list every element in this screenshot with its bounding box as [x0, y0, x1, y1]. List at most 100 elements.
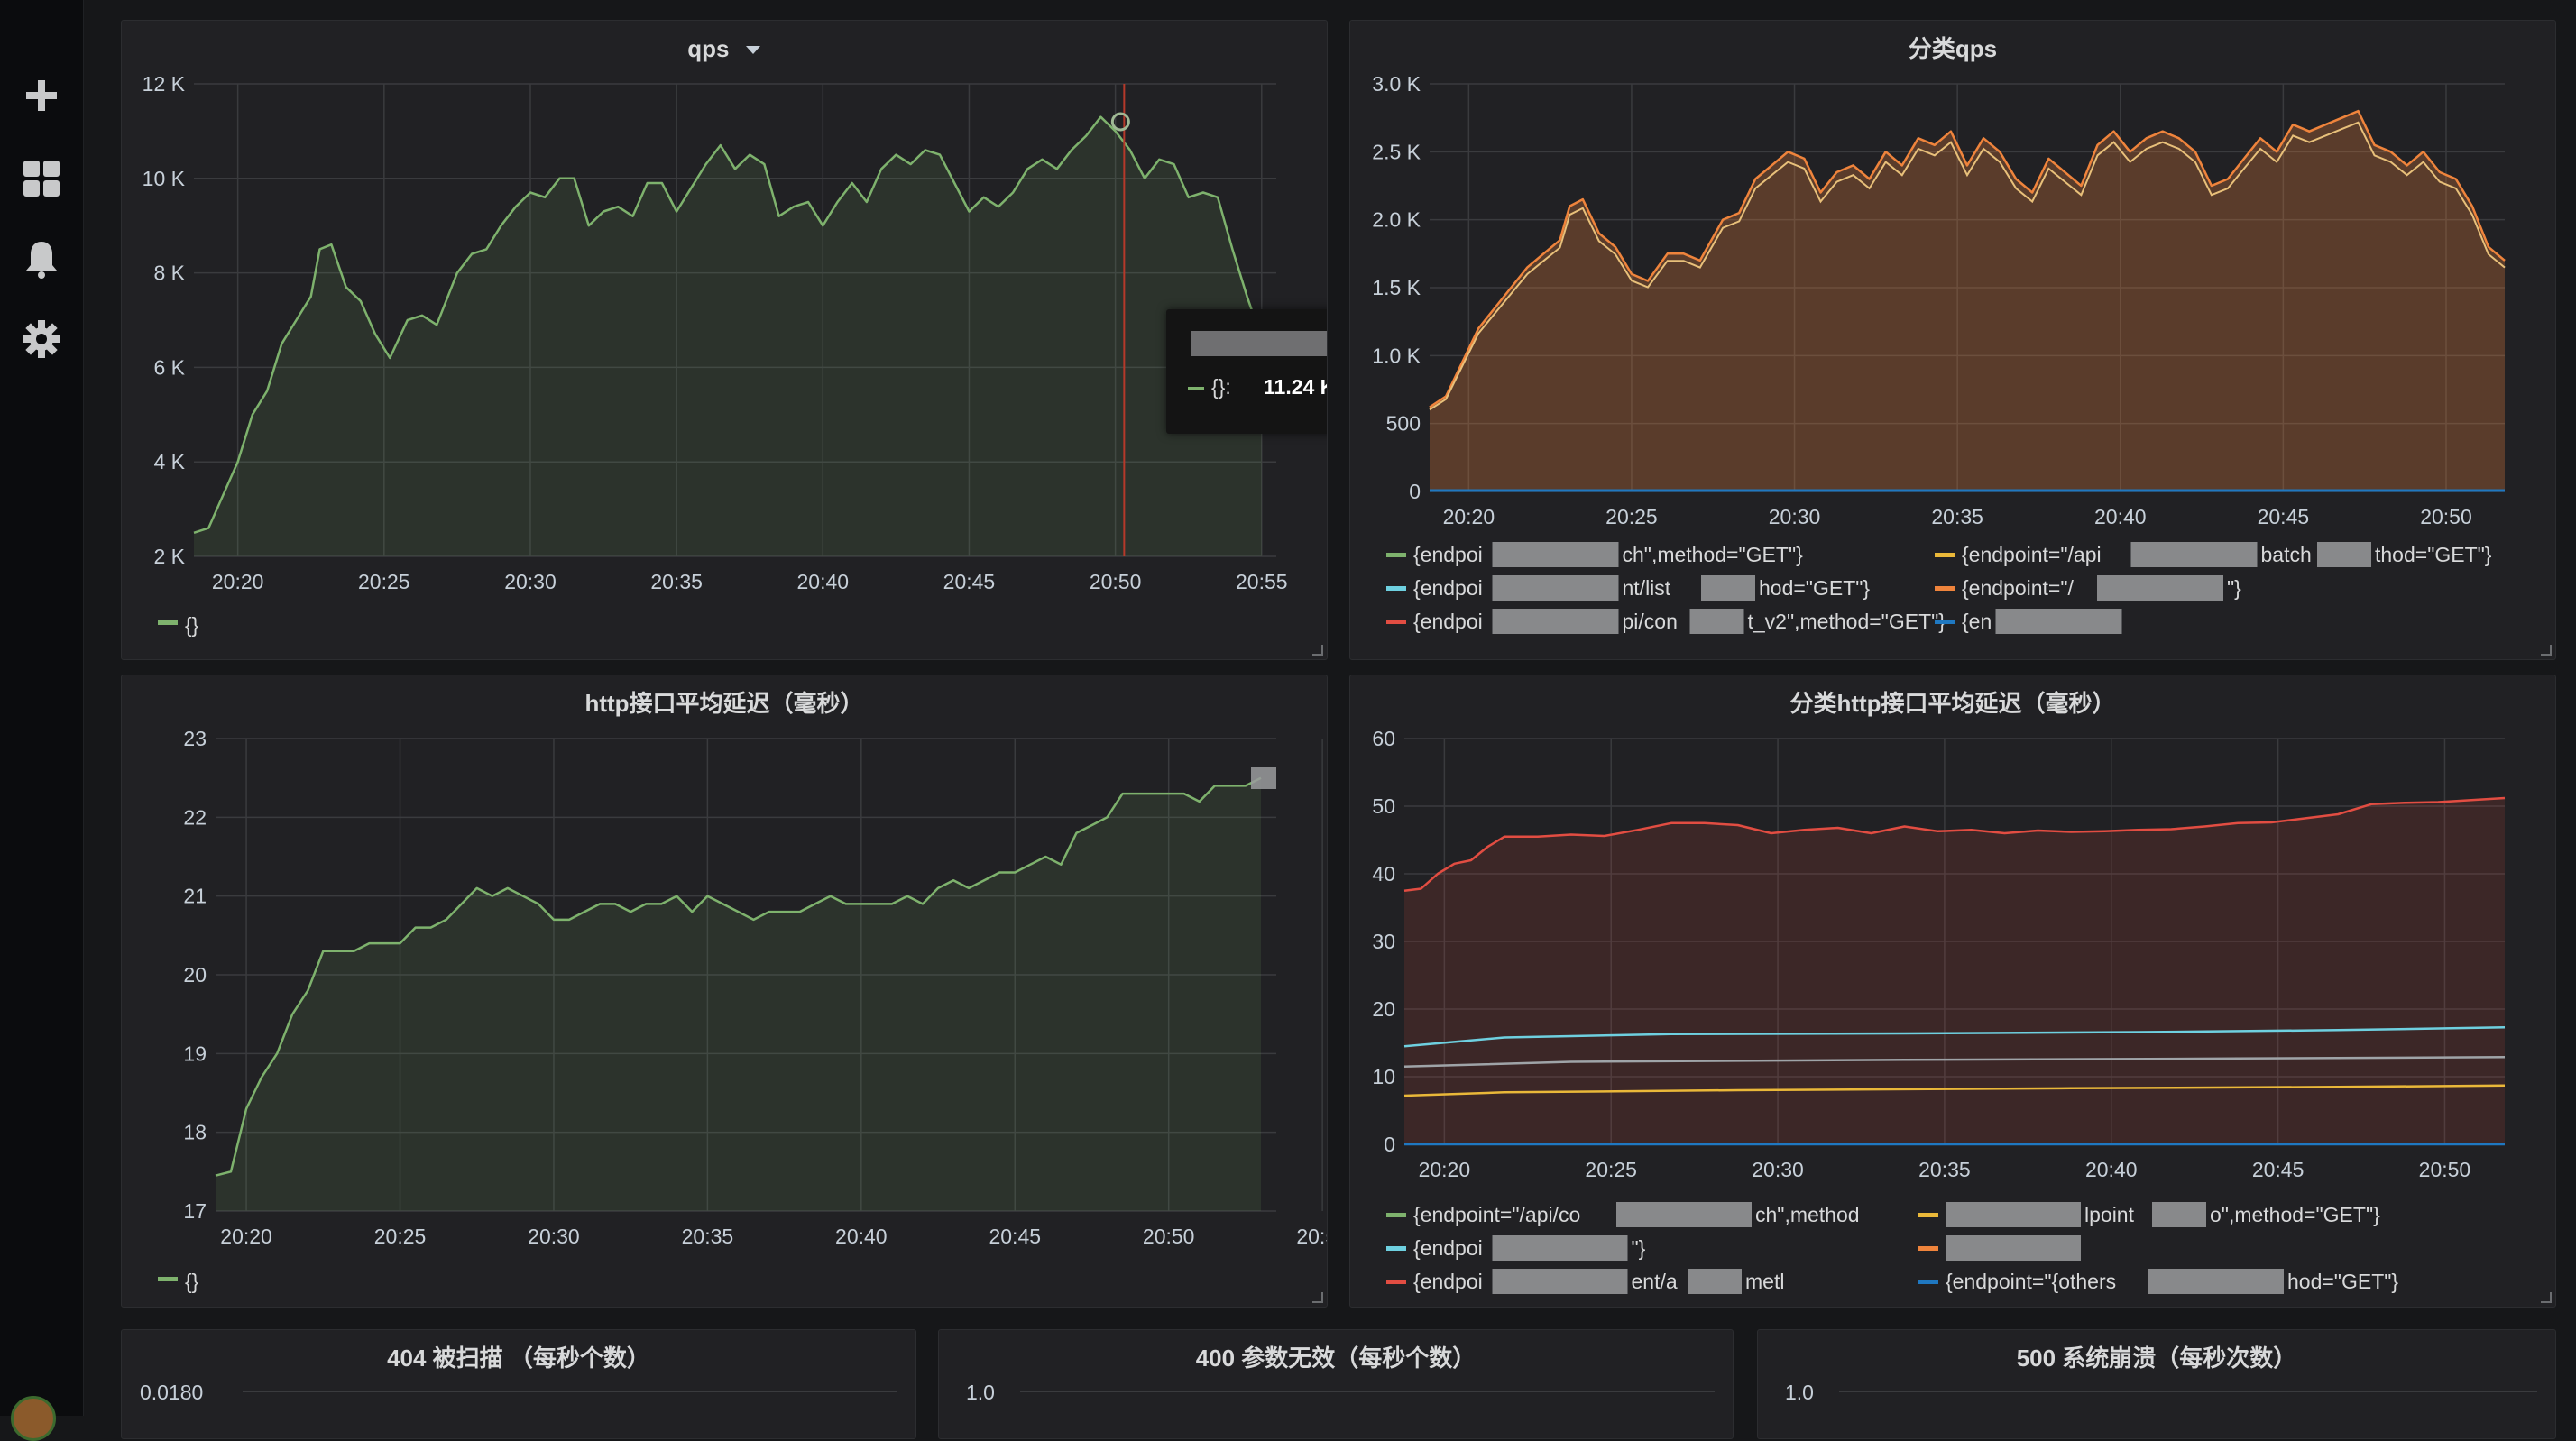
x-tick-label: 20:25	[1585, 1158, 1637, 1181]
resize-handle[interactable]	[2541, 1292, 2552, 1303]
legend-swatch	[1386, 620, 1406, 624]
x-tick-label: 20:35	[1918, 1158, 1971, 1181]
series-area	[216, 777, 1261, 1211]
redacted-block	[1492, 1235, 1628, 1261]
y-tick-label: 2.5 K	[1372, 140, 1421, 163]
y-tick-label: 17	[183, 1199, 207, 1223]
series-line	[1403, 796, 2506, 893]
panel-title[interactable]: qps	[122, 37, 1327, 60]
legend-swatch	[158, 620, 178, 625]
panel-404: 404 被扫描 （每秒个数） 0.0180	[121, 1329, 916, 1439]
y-tick-label: 0	[1409, 480, 1421, 503]
redacted-block	[1995, 609, 2122, 634]
panel-category-qps: 分类qps 0 500 1.0 K 1.5 K 2.0 K 2.5 K 3.0 K 20:20…	[1349, 20, 2556, 660]
y-tick-label: 23	[183, 727, 207, 750]
panel-title[interactable]: 500 系统崩溃（每秒次数）	[2016, 1345, 2297, 1372]
y-tick-label: 60	[1372, 727, 1395, 750]
latency-chart[interactable]: 17 18 19 20 21 22 23 20:20 20:25 20:30 20:35 20:40 2…	[122, 675, 1327, 1307]
redacted-block	[1492, 609, 1619, 634]
redacted-block	[2148, 1269, 2284, 1294]
legend-label: batch	[2261, 543, 2312, 566]
gear-icon[interactable]	[13, 310, 70, 368]
redacted-block	[2130, 542, 2258, 567]
x-tick-label: 20:25	[1605, 505, 1658, 528]
panel-400: 400 参数无效（每秒个数） 1.0	[938, 1329, 1734, 1439]
series-line	[215, 776, 1262, 1177]
caret-down-icon[interactable]	[745, 45, 761, 56]
legend-swatch	[1935, 553, 1955, 557]
series-area	[1430, 111, 2505, 491]
panel-title[interactable]: 分类qps	[1908, 35, 1998, 62]
legend-swatch	[1935, 620, 1955, 624]
panel-title[interactable]: http接口平均延迟（毫秒）	[584, 690, 864, 717]
x-tick-label: 20:55	[1296, 1225, 1327, 1248]
redacted-block	[1616, 1202, 1752, 1227]
tooltip: {}: 11.24 K	[1166, 309, 1327, 434]
redacted-block	[1492, 1269, 1628, 1294]
series-area	[194, 116, 1262, 556]
panel-title[interactable]: 分类http接口平均延迟（毫秒）	[1789, 690, 2116, 717]
y-tick-label: 1.0 K	[1372, 344, 1421, 367]
y-tick-label: 4 K	[153, 450, 185, 473]
panel-title-text[interactable]: qps	[687, 35, 730, 62]
legend-label: hod="GET"}	[1759, 576, 1870, 600]
resize-handle[interactable]	[2541, 645, 2552, 656]
panel-title[interactable]: 400 参数无效（每秒个数）	[1195, 1345, 1477, 1372]
y-tick-label: 3.0 K	[1372, 72, 1421, 96]
legend-label: {endpoi	[1413, 610, 1483, 633]
category-latency-chart[interactable]: 0 10 20 30 40 50 60 20:20 20:25 20:30 20:35 20:40 20…	[1350, 675, 2555, 1307]
x-tick-label: 20:55	[1236, 570, 1288, 593]
legend-label: o",method="GET"}	[2210, 1203, 2380, 1226]
series-line	[1403, 1056, 2506, 1069]
legend-label: ch",method	[1755, 1203, 1860, 1226]
legend-swatch	[1386, 1213, 1406, 1217]
y-tick-label: 8 K	[153, 262, 185, 285]
legend-swatch	[1386, 1246, 1406, 1251]
legend-label: {endpoint="/api/co	[1413, 1203, 1580, 1226]
redacted-block	[1492, 575, 1619, 601]
resize-handle[interactable]	[1312, 645, 1323, 656]
y-tick-label: 50	[1372, 794, 1395, 818]
legend-swatch	[1918, 1246, 1938, 1251]
y-tick: 0.0180	[140, 1381, 204, 1404]
hover-point	[1110, 112, 1130, 132]
panel-latency: http接口平均延迟（毫秒） 17 18 19 20 21 22 23 20:20 20:25 2…	[121, 675, 1328, 1308]
tooltip-series-label: {}:	[1211, 375, 1231, 399]
series-line	[1403, 1026, 2506, 1048]
y-tick: 1.0	[1785, 1381, 1814, 1404]
dashboard-grid-icon[interactable]	[13, 150, 70, 207]
x-tick-label: 20:40	[835, 1225, 888, 1248]
x-tick-label: 20:30	[1769, 505, 1821, 528]
plus-icon[interactable]	[13, 67, 70, 124]
legend-label: {en	[1962, 610, 1992, 633]
qps-chart[interactable]: 2 K 4 K 6 K 8 K 10 K 12 K 20:20 20:25 20:30 20:35…	[122, 21, 1327, 659]
y-tick-label: 20	[183, 963, 207, 987]
y-tick-label: 10 K	[143, 167, 186, 190]
redacted-block	[1701, 575, 1755, 601]
legend-label: {}	[185, 1270, 199, 1293]
x-tick-label: 20:50	[1090, 570, 1142, 593]
x-tick-label: 20:50	[2419, 1158, 2471, 1181]
y-tick-label: 18	[183, 1121, 207, 1144]
user-avatar[interactable]	[11, 1396, 56, 1441]
legend-label: {endpoint="/api	[1962, 543, 2102, 566]
panel-title[interactable]: 404 被扫描 （每秒个数）	[387, 1345, 650, 1372]
legend-label: hod="GET"}	[2287, 1270, 2398, 1293]
legend-label: ch",method="GET"}	[1623, 543, 1804, 566]
x-tick-label: 20:45	[989, 1225, 1041, 1248]
legend-label: {endpoi	[1413, 1270, 1483, 1293]
legend-swatch	[1918, 1213, 1938, 1217]
y-tick-label: 12 K	[143, 72, 186, 96]
category-qps-chart[interactable]: 0 500 1.0 K 1.5 K 2.0 K 2.5 K 3.0 K 20:20 20:25 2…	[1350, 21, 2555, 659]
bell-icon[interactable]	[13, 231, 70, 289]
tooltip-time-redacted	[1191, 331, 1327, 356]
series-line	[193, 115, 1263, 534]
sidebar	[0, 0, 84, 1441]
legend-label: "}	[1632, 1236, 1646, 1260]
resize-handle[interactable]	[1312, 1292, 1323, 1303]
x-tick-label: 20:25	[374, 1225, 427, 1248]
x-tick-label: 20:20	[1419, 1158, 1471, 1181]
legend-label: {endpoi	[1413, 576, 1483, 600]
legend-label: {endpoint="/	[1962, 576, 2075, 600]
redacted-block	[2152, 1202, 2206, 1227]
